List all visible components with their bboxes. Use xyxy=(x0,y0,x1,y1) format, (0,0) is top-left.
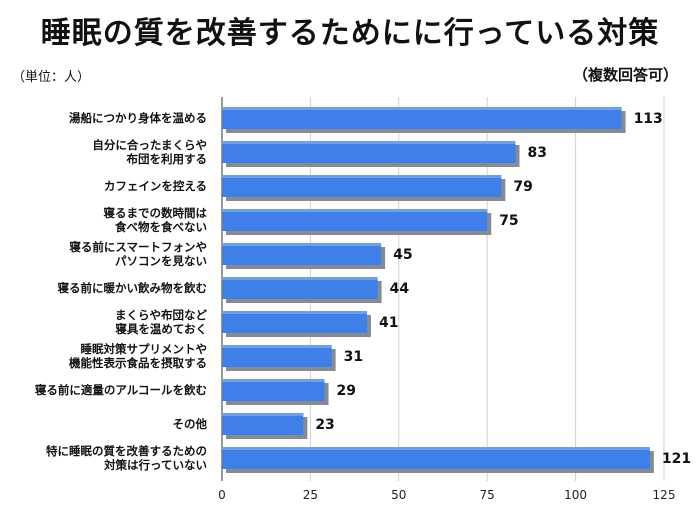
category-label: 湯船につかり身体を温める xyxy=(69,111,207,125)
bar xyxy=(222,277,382,303)
x-tick-label: 50 xyxy=(391,488,406,502)
bar xyxy=(222,209,492,235)
value-label: 29 xyxy=(337,383,356,399)
bar xyxy=(222,345,336,371)
category-label: カフェインを控える xyxy=(104,179,207,193)
bar xyxy=(222,311,371,337)
bar xyxy=(222,141,520,167)
category-label: 寝る前に暖かい飲み物を飲む xyxy=(58,281,208,295)
category-label: 自分に合ったまくらや布団を利用する xyxy=(92,138,207,166)
value-label: 113 xyxy=(634,111,663,127)
category-label: 寝る前にスマートフォンやパソコンを見ない xyxy=(69,240,207,268)
bar xyxy=(222,413,308,439)
bar xyxy=(222,243,386,269)
category-label: 睡眠対策サプリメントや機能性表示食品を摂取する xyxy=(69,342,207,370)
category-label: 特に睡眠の質を改善するための対策は行っていない xyxy=(46,444,207,472)
bar xyxy=(222,447,654,473)
value-label: 31 xyxy=(344,349,363,365)
bar xyxy=(222,379,329,405)
x-tick-label: 125 xyxy=(653,488,676,502)
value-label: 44 xyxy=(390,281,410,297)
x-tick-label: 25 xyxy=(303,488,318,502)
bar xyxy=(222,175,506,201)
value-label: 75 xyxy=(499,213,518,229)
x-tick-label: 100 xyxy=(564,488,587,502)
chart-title: 睡眠の質を改善するためにに行っている対策 xyxy=(40,16,660,51)
value-label: 121 xyxy=(662,451,691,467)
bars xyxy=(222,107,654,473)
x-tick-label: 75 xyxy=(480,488,495,502)
x-axis-ticks: 0 25 50 75 100 125 xyxy=(218,488,675,502)
value-label: 83 xyxy=(527,145,546,161)
value-label: 41 xyxy=(379,315,398,331)
bar xyxy=(222,107,626,133)
category-label: 寝るまでの数時間は食べ物を食べない xyxy=(104,206,208,234)
category-labels: 湯船につかり身体を温める自分に合ったまくらや布団を利用するカフェインを控える寝る… xyxy=(35,111,208,472)
value-label: 79 xyxy=(513,179,532,195)
unit-label: （単位：人） xyxy=(12,70,91,85)
value-labels: 113 83 79 75 45 44 41 31 29 23 121 xyxy=(315,111,691,467)
x-tick-label: 0 xyxy=(218,488,226,502)
category-label: まくらや布団など寝具を温めておく xyxy=(115,308,207,336)
value-label: 23 xyxy=(315,417,334,433)
value-label: 45 xyxy=(393,247,412,263)
category-label: 寝る前に適量のアルコールを飲む xyxy=(35,383,207,397)
category-label: その他 xyxy=(173,417,208,431)
multiple-answers-note: （複数回答可） xyxy=(572,66,678,84)
